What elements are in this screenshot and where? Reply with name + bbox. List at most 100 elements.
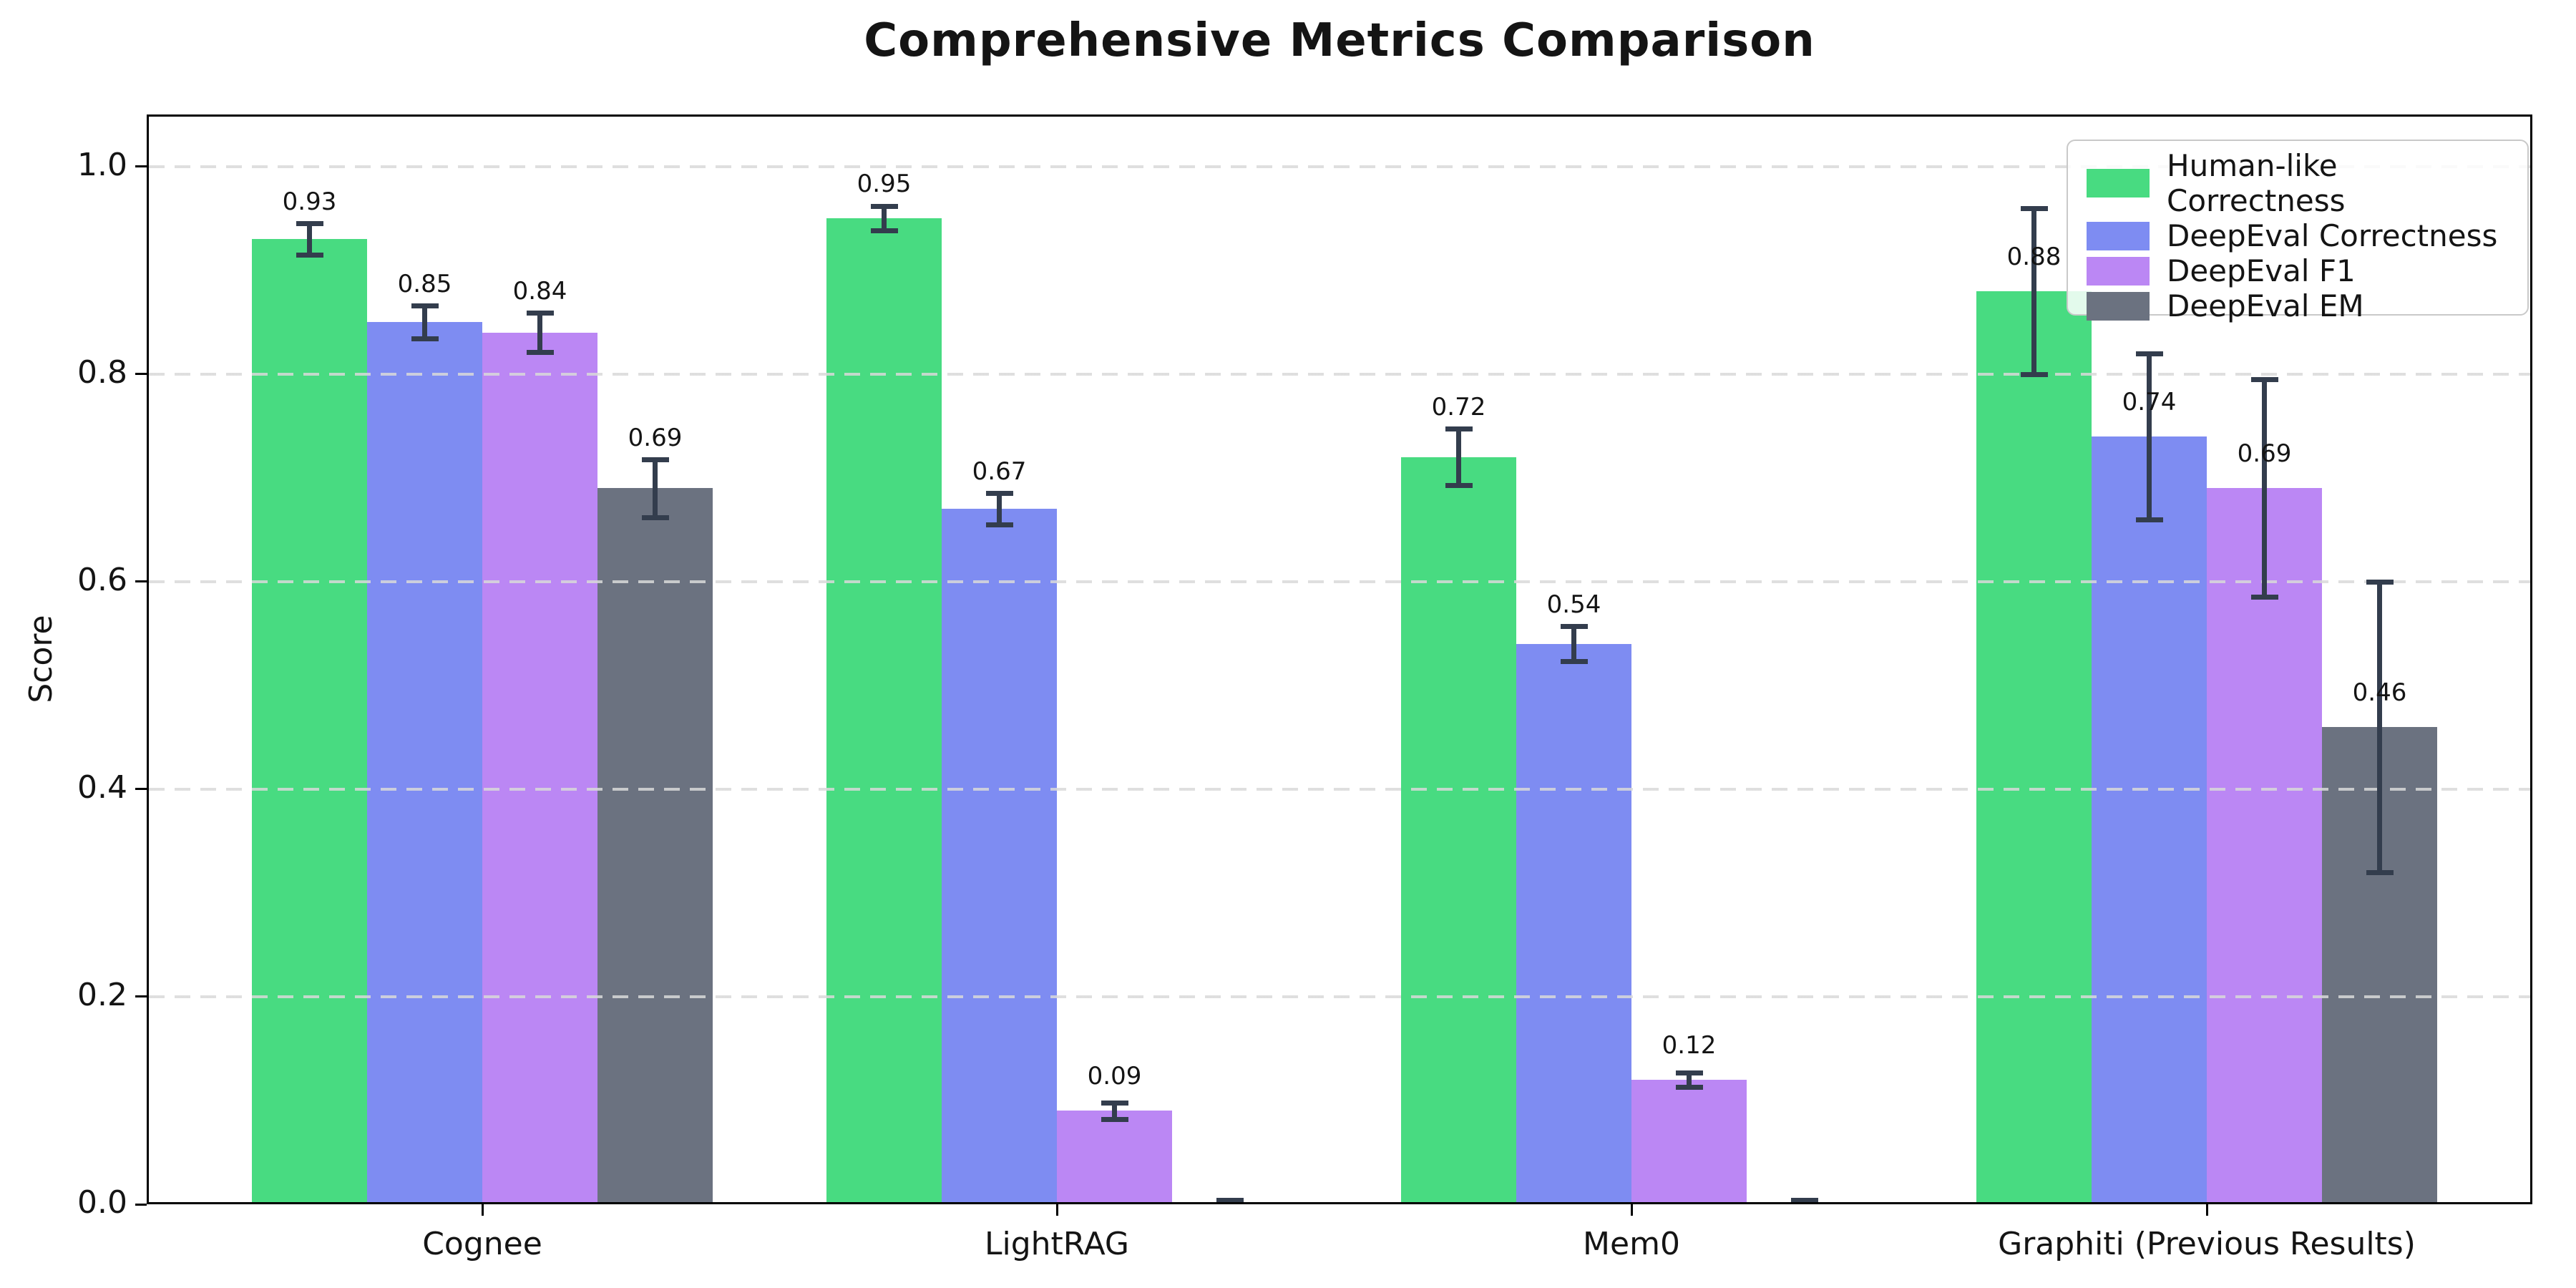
- bar-value-label: 0.85: [397, 269, 452, 298]
- bar: [1631, 1079, 1747, 1204]
- error-bar-cap-top: [2366, 579, 2394, 585]
- legend: Human-like Correctness DeepEval Correctne…: [2067, 140, 2529, 323]
- bar-value-label: 0.09: [1087, 1062, 1142, 1091]
- y-tick-label: 0.2: [77, 976, 127, 1013]
- bar: [597, 488, 713, 1204]
- error-bar-cap-bottom: [641, 514, 669, 520]
- error-bar-line: [653, 459, 658, 517]
- error-bar-line: [2031, 208, 2036, 374]
- error-bar-cap-bottom: [1101, 1117, 1128, 1123]
- error-bar-cap-top: [1675, 1070, 1703, 1075]
- error-bar-line: [2377, 581, 2382, 872]
- error-bar-line: [2262, 379, 2267, 597]
- legend-item: DeepEval F1: [2087, 253, 2509, 288]
- y-tick-mark: [135, 788, 147, 791]
- y-tick-label: 0.4: [77, 769, 127, 806]
- legend-color-patch: [2087, 169, 2150, 197]
- y-tick-label: 0.8: [77, 353, 127, 391]
- error-bar-cap-top: [985, 491, 1013, 497]
- bar-value-label: 0.88: [2006, 242, 2062, 271]
- bar-value-label: 0.69: [628, 423, 683, 452]
- bar: [1401, 457, 1516, 1204]
- y-tick-label: 1.0: [77, 146, 127, 183]
- chart-title: Comprehensive Metrics Comparison: [864, 14, 1815, 67]
- error-bar-line: [1571, 626, 1576, 662]
- error-bar-cap-top: [641, 457, 669, 462]
- gridline: [149, 165, 2530, 168]
- y-tick-label: 0.0: [77, 1184, 127, 1221]
- error-bar-cap-top: [1560, 624, 1588, 630]
- error-bar-cap-top: [526, 311, 554, 316]
- bar-value-label: 0.54: [1546, 590, 1601, 620]
- error-bar-line: [882, 205, 887, 231]
- error-bar-line: [1687, 1072, 1692, 1088]
- bar: [1057, 1111, 1172, 1204]
- bar-value-label: 0.46: [2352, 678, 2407, 707]
- x-tick-label: LightRAG: [984, 1226, 1130, 1262]
- error-bar-cap-top: [2020, 205, 2048, 211]
- bar: [482, 332, 597, 1204]
- y-tick-mark: [135, 1203, 147, 1206]
- error-bar-cap-top: [2250, 376, 2278, 382]
- bar-value-label: 0.69: [2237, 439, 2292, 469]
- bar: [2207, 488, 2322, 1204]
- y-tick-mark: [135, 995, 147, 998]
- x-tick-mark: [1630, 1204, 1633, 1216]
- error-bar-cap-bottom: [411, 336, 439, 342]
- legend-label: DeepEval F1: [2167, 253, 2356, 288]
- error-bar-cap-top: [1216, 1198, 1244, 1204]
- error-bar-cap-bottom: [985, 522, 1013, 527]
- error-bar-cap-bottom: [1675, 1085, 1703, 1091]
- bar: [1976, 291, 2092, 1204]
- error-bar-cap-bottom: [1445, 482, 1473, 488]
- gridline: [149, 787, 2530, 791]
- bar: [367, 322, 482, 1204]
- bar: [942, 509, 1057, 1204]
- y-tick-mark: [135, 580, 147, 583]
- y-tick-mark: [135, 373, 147, 376]
- error-bar-cap-bottom: [2366, 869, 2394, 875]
- gridline: [149, 995, 2530, 998]
- y-tick-label: 0.6: [77, 561, 127, 598]
- x-tick-label: Mem0: [1583, 1226, 1680, 1262]
- error-bar-line: [2147, 353, 2152, 519]
- bar: [826, 218, 942, 1204]
- legend-color-patch: [2087, 256, 2150, 286]
- bar-value-label: 0.74: [2122, 387, 2177, 416]
- x-tick-label: Cognee: [422, 1226, 542, 1262]
- error-bar-line: [422, 305, 427, 339]
- error-bar-cap-bottom: [870, 228, 898, 234]
- legend-item: Human-like Correctness: [2087, 148, 2509, 218]
- error-bar-line: [1112, 1102, 1117, 1120]
- bar-value-label: 0.72: [1431, 393, 1486, 422]
- error-bar-cap-top: [2135, 351, 2163, 356]
- legend-item: DeepEval EM: [2087, 288, 2509, 323]
- legend-label: Human-like Correctness: [2167, 148, 2346, 218]
- bar-value-label: 0.93: [282, 187, 337, 217]
- error-bar-line: [1456, 429, 1461, 485]
- error-bar-cap-top: [411, 303, 439, 308]
- x-tick-label: Graphiti (Previous Results): [1998, 1226, 2416, 1262]
- legend-color-patch: [2087, 221, 2150, 250]
- bar: [1516, 643, 1631, 1204]
- bar: [252, 239, 367, 1204]
- legend-color-patch: [2087, 291, 2150, 321]
- legend-item: DeepEval Correctness: [2087, 218, 2509, 253]
- bar-value-label: 0.84: [512, 277, 567, 306]
- error-bar-cap-bottom: [2135, 517, 2163, 522]
- bar: [2092, 436, 2207, 1204]
- error-bar-cap-top: [1790, 1198, 1818, 1204]
- error-bar-cap-bottom: [296, 252, 323, 258]
- y-tick-mark: [135, 165, 147, 168]
- error-bar-cap-bottom: [526, 350, 554, 356]
- error-bar-line: [537, 313, 542, 353]
- error-bar-cap-top: [296, 221, 323, 227]
- gridline: [149, 372, 2530, 376]
- gridline: [149, 580, 2530, 583]
- legend-label: DeepEval Correctness: [2167, 218, 2498, 253]
- bar-value-label: 0.12: [1662, 1030, 1717, 1060]
- x-tick-mark: [1055, 1204, 1058, 1216]
- error-bar-cap-top: [870, 203, 898, 209]
- error-bar-cap-top: [1101, 1100, 1128, 1106]
